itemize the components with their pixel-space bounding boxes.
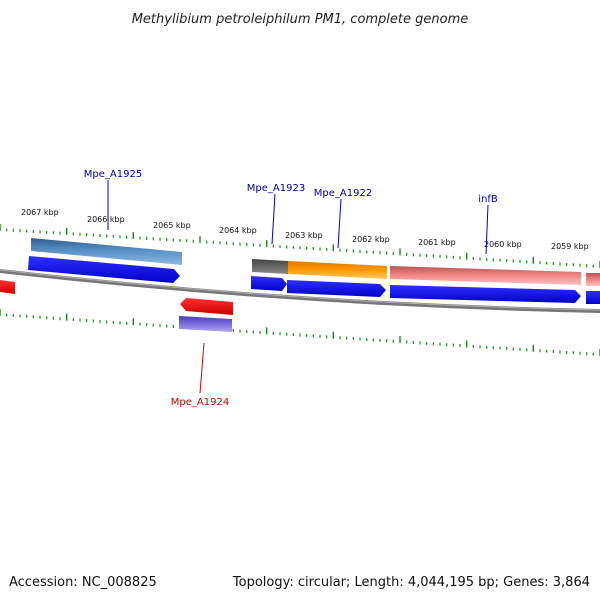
feature-bar-mpe-a1925[interactable] [31, 238, 182, 265]
gene-label-mpe-a1924-group: Mpe_A1924 [171, 342, 229, 408]
scale-label-2060: 2060 kbp [484, 240, 522, 249]
scale-labels: 2067 kbp 2066 kbp 2065 kbp 2064 kbp 2063… [21, 208, 589, 251]
scale-label-2063: 2063 kbp [285, 231, 323, 240]
outer-features [31, 238, 600, 286]
gene-label-mpe-a1923-group: Mpe_A1923 [247, 183, 305, 245]
scale-label-2059: 2059 kbp [551, 242, 589, 251]
scale-label-2062: 2062 kbp [352, 235, 390, 244]
gene-label-mpe-a1924[interactable]: Mpe_A1924 [171, 397, 229, 408]
feature-bar-mpe-a1923[interactable] [252, 259, 288, 274]
cds-arrow-left-edge[interactable] [0, 280, 15, 294]
gene-label-infb[interactable]: infB [478, 194, 498, 205]
reverse-cds [0, 280, 233, 332]
outer-tick-track [0, 224, 600, 268]
cds-arrow-mpe-a1922[interactable] [287, 280, 386, 297]
cds-arrow-infb[interactable] [390, 285, 581, 303]
scale-label-2065: 2065 kbp [153, 221, 191, 230]
leader-line [271, 193, 276, 245]
gene-label-mpe-a1922[interactable]: Mpe_A1922 [314, 188, 372, 199]
feature-bar-mpe-a1924[interactable] [179, 316, 232, 332]
cds-arrow-mpe-a1923[interactable] [251, 276, 287, 291]
page-title: Methylibium petroleiphilum PM1, complete… [132, 12, 469, 27]
scale-label-2066: 2066 kbp [87, 215, 125, 224]
leader-line [199, 342, 205, 394]
leader-line [337, 198, 342, 249]
gene-label-mpe-a1922-group: Mpe_A1922 [314, 188, 372, 249]
gene-label-mpe-a1925[interactable]: Mpe_A1925 [84, 169, 142, 180]
feature-bar-mpe-a1922[interactable] [288, 261, 387, 279]
cds-arrow-next[interactable] [586, 291, 600, 304]
gene-label-mpe-a1923[interactable]: Mpe_A1923 [247, 183, 305, 194]
scale-label-2064: 2064 kbp [219, 226, 257, 235]
genome-summary-text: Topology: circular; Length: 4,044,195 bp… [232, 575, 590, 590]
cds-arrow-mpe-a1924[interactable] [180, 298, 233, 315]
leader-line [485, 204, 489, 255]
accession-text: Accession: NC_008825 [9, 575, 157, 590]
scale-label-2061: 2061 kbp [418, 238, 456, 247]
gene-label-mpe-a1925-group: Mpe_A1925 [84, 169, 142, 230]
feature-bar-infb[interactable] [390, 266, 581, 285]
feature-bar-next[interactable] [586, 273, 600, 286]
genome-backbone-highlight [0, 269, 600, 311]
forward-cds [28, 256, 600, 304]
inner-tick-track [0, 309, 600, 356]
genome-backbone [0, 269, 600, 313]
gene-label-infb-group: infB [478, 194, 498, 255]
scale-label-2067: 2067 kbp [21, 208, 59, 217]
cds-arrow-mpe-a1925[interactable] [28, 256, 180, 283]
